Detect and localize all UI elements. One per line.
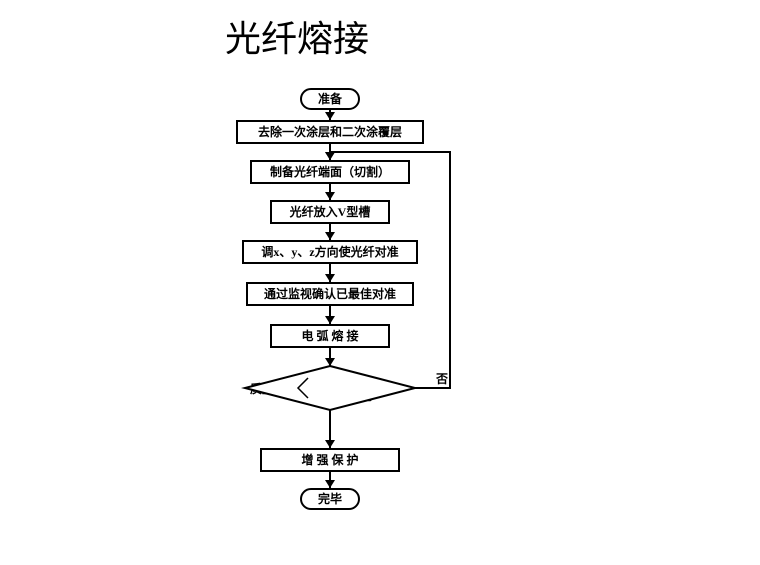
node-s6: 电 弧 熔 接 xyxy=(270,324,390,348)
flowchart-canvas: 光纤熔接 准备 去除一次涂层和二次涂覆层 制备光纤端面（切割） 光纤放入V型槽 … xyxy=(0,0,760,565)
decision-label-r2: 测接续损耗 xyxy=(312,387,372,404)
node-start: 准备 xyxy=(300,88,360,110)
edge-label-no: 否 xyxy=(436,370,448,387)
node-end: 完毕 xyxy=(300,488,360,510)
page-title: 光纤熔接 xyxy=(225,10,369,62)
decision-label-left: 质量判断 xyxy=(250,380,298,397)
node-s4: 调x、y、z方向使光纤对准 xyxy=(242,240,418,264)
node-s3: 光纤放入V型槽 xyxy=(270,200,390,224)
node-s2: 制备光纤端面（切割） xyxy=(250,160,410,184)
node-s1: 去除一次涂层和二次涂覆层 xyxy=(236,120,424,144)
node-s5: 通过监视确认已最佳对准 xyxy=(246,282,414,306)
node-s7: 增 强 保 护 xyxy=(260,448,400,472)
